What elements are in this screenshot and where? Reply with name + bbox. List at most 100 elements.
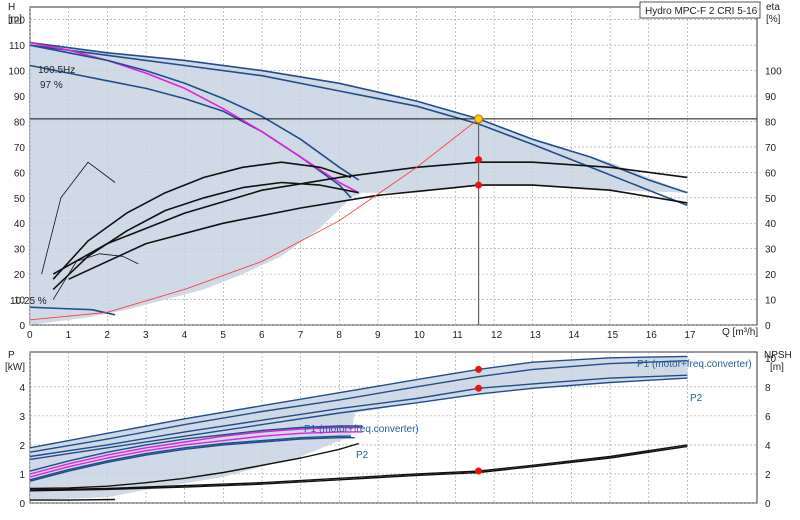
duty-point-top xyxy=(475,156,483,164)
label-p1-system: P1 (motor+freq.converter) xyxy=(637,359,752,370)
x-tick-label: 8 xyxy=(336,330,342,341)
x-tick-label: 12 xyxy=(491,330,503,341)
curve-system-curve xyxy=(29,118,479,321)
top-curves xyxy=(29,41,688,321)
bottom-right-axis-unit: [m] xyxy=(770,362,784,373)
top-right-axis-unit: [%] xyxy=(766,14,781,25)
title-box xyxy=(639,1,761,19)
p-left-tick-label: 2 xyxy=(19,441,25,452)
bottom-right-axis-label: NPSH xyxy=(764,350,792,361)
curve-low-speed-power xyxy=(30,498,116,501)
bottom-envelope xyxy=(30,356,688,501)
curve-P2-single-blue-2 xyxy=(29,435,351,481)
curve-P1-single-blue xyxy=(29,425,363,472)
curve-eta-pump-a xyxy=(52,161,352,280)
tick-labels: 0 1 2 3 4 5 6 7 8 9 10 11 12 13 14 15 16 1701020304050607… xyxy=(8,16,782,510)
npsh-right-tick-label: 6 xyxy=(765,412,771,423)
x-tick-label: 5 xyxy=(220,330,226,341)
annotation-eff-low: 10.25 % xyxy=(10,296,47,307)
curve-head-magenta xyxy=(29,41,360,194)
top-left-axis-unit: [m] xyxy=(8,14,22,25)
top-right-axis-label: eta xyxy=(766,2,780,13)
curve-head-upper-thin xyxy=(29,44,360,181)
curve-NPSH-system xyxy=(29,444,688,491)
y-left-tick-label: 40 xyxy=(14,219,26,230)
curve-P1-single-magenta-2 xyxy=(29,431,363,478)
x-tick-label: 14 xyxy=(568,330,580,341)
y-right-tick-label: 50 xyxy=(765,194,777,205)
y-left-tick-label: 70 xyxy=(14,143,26,154)
x-tick-label: 10 xyxy=(414,330,426,341)
curve-NPSH-system-2 xyxy=(29,445,688,492)
x-tick-label: 11 xyxy=(452,330,463,341)
x-tick-label: 6 xyxy=(259,330,265,341)
curve-eta-thin-small xyxy=(41,161,116,275)
y-left-tick-label: 20 xyxy=(14,270,26,281)
x-tick-label: 2 xyxy=(104,330,110,341)
y-right-tick-label: 90 xyxy=(765,92,777,103)
x-tick-label: 3 xyxy=(143,330,149,341)
x-tick-label: 17 xyxy=(684,330,696,341)
y-left-tick-label: 110 xyxy=(9,41,25,52)
y-left-tick-label: 0 xyxy=(19,321,25,332)
duty-point-top xyxy=(475,181,483,189)
y-right-tick-label: 30 xyxy=(765,245,777,256)
curve-NPSH-single xyxy=(29,442,359,490)
top-left-axis-label: H xyxy=(8,2,15,13)
y-left-tick-label: 60 xyxy=(14,168,26,179)
chart-title: Hydro MPC-F 2 CRI 5-16 xyxy=(645,6,758,17)
curve-P1-total-lower xyxy=(29,360,688,453)
y-left-tick-label: 120 xyxy=(8,16,25,27)
y-left-tick-label: 50 xyxy=(14,194,26,205)
x-tick-label: 1 xyxy=(66,330,72,341)
npsh-right-tick-label: 2 xyxy=(765,470,771,481)
x-tick-label: 9 xyxy=(375,330,381,341)
y-left-tick-label: 90 xyxy=(14,92,26,103)
curve-P1-total-upper xyxy=(29,355,688,449)
curve-head-single-pump xyxy=(29,64,352,199)
bottom-operating-envelope xyxy=(30,356,688,501)
npsh-right-tick-label: 8 xyxy=(765,383,771,394)
y-right-tick-label: 20 xyxy=(765,270,777,281)
x-tick-label: 7 xyxy=(298,330,304,341)
curve-head-max-lower xyxy=(29,44,688,207)
curve-P2-total-upper xyxy=(29,374,688,458)
annotation-eff-97: 97 % xyxy=(40,80,63,91)
x-axis-label: Q [m³/h] xyxy=(722,327,758,338)
y-left-tick-label: 100 xyxy=(8,67,25,78)
label-p2-single: P2 xyxy=(356,450,369,461)
top-operating-envelope xyxy=(30,42,688,325)
y-left-tick-label: 10 xyxy=(14,296,26,307)
curve-P2-total-lower xyxy=(29,377,688,461)
y-right-tick-label: 0 xyxy=(765,321,771,332)
bottom-curves xyxy=(29,355,688,501)
y-right-tick-label: 100 xyxy=(765,67,782,78)
npsh-right-tick-label: 4 xyxy=(765,441,771,452)
curve-eta-system-1 xyxy=(52,161,688,275)
duty-point-bottom xyxy=(475,384,483,392)
npsh-right-tick-label: 10 xyxy=(765,354,777,365)
p-left-tick-label: 3 xyxy=(19,412,25,423)
npsh-right-tick-label: 0 xyxy=(765,499,771,510)
y-right-tick-label: 60 xyxy=(765,168,777,179)
label-p1-single: P1 (motor+freq.converter) xyxy=(304,424,419,435)
y-right-tick-label: 40 xyxy=(765,219,777,230)
x-tick-label: 16 xyxy=(646,330,658,341)
y-right-tick-label: 70 xyxy=(765,143,777,154)
y-left-tick-label: 30 xyxy=(14,245,26,256)
top-envelope xyxy=(30,42,688,325)
duty-markers xyxy=(30,114,757,475)
x-tick-label: 4 xyxy=(182,330,188,341)
p-left-tick-label: 4 xyxy=(19,383,25,394)
curve-head-max-upper xyxy=(29,41,688,194)
x-tick-label: 0 xyxy=(27,330,33,341)
label-p2-system: P2 xyxy=(690,393,703,404)
duty-point-bottom xyxy=(475,365,483,373)
curve-P2-single-blue xyxy=(29,437,355,482)
p-left-tick-label: 0 xyxy=(19,499,25,510)
curve-eta-thin-2 xyxy=(52,253,139,300)
x-tick-label: 13 xyxy=(530,330,542,341)
operating-point-marker xyxy=(474,114,484,124)
